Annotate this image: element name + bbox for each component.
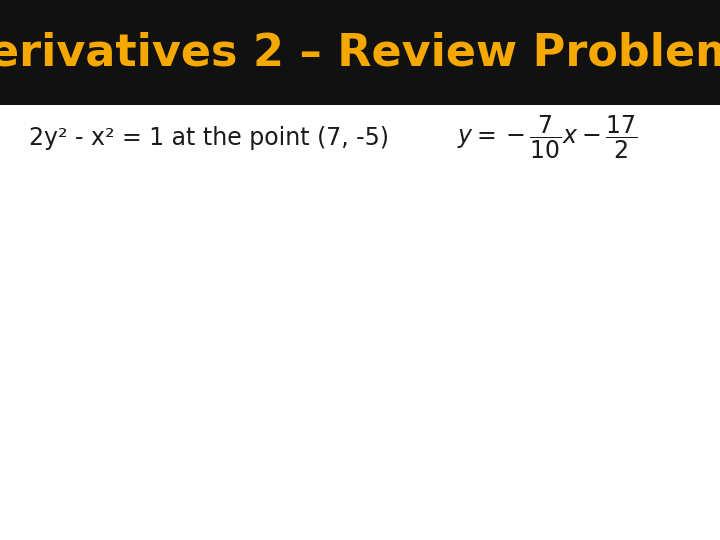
- Text: 2y² - x² = 1 at the point (7, -5): 2y² - x² = 1 at the point (7, -5): [29, 126, 389, 150]
- Text: Find an equation of the line tangent to the curve: Find an equation of the line tangent to …: [29, 72, 604, 96]
- Text: Derivatives 2 – Review Problems: Derivatives 2 – Review Problems: [0, 31, 720, 74]
- Text: $y = -\dfrac{7}{10}x-\dfrac{17}{2}$: $y = -\dfrac{7}{10}x-\dfrac{17}{2}$: [457, 114, 638, 161]
